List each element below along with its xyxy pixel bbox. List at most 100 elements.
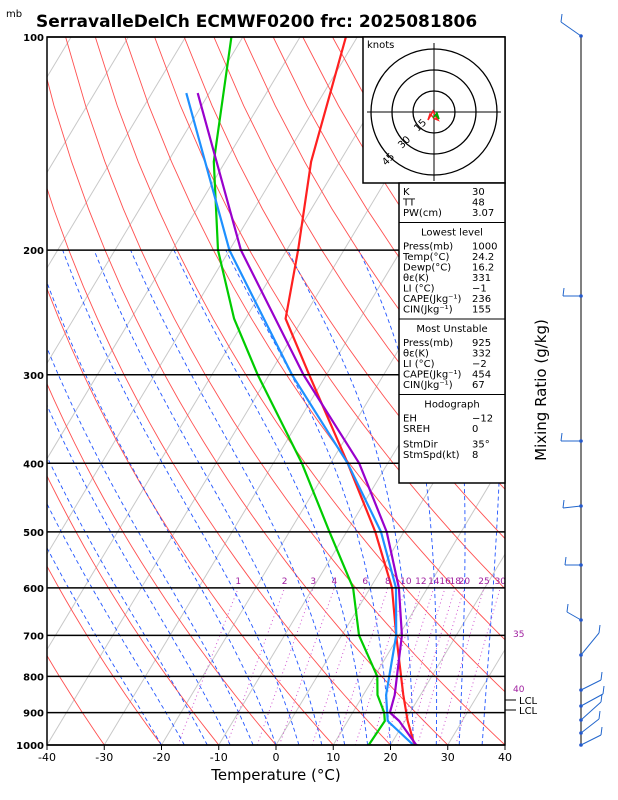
most-unstable-value: 332 [472,349,491,360]
isotherm-label: 35 [513,630,524,640]
index-value: 3.07 [472,208,494,219]
mixing-ratio-label: 8 [385,577,391,587]
hodograph-key: StmSpd(kt) [403,450,460,461]
dry-adiabat [65,37,505,745]
x-axis-label: Temperature (°C) [210,766,340,784]
mixing-ratio-label: 14 [428,577,440,587]
hodograph-value: 8 [472,450,478,461]
wind-barb [580,701,602,721]
wind-barb-flag [598,710,601,720]
y-tick-label: 700 [23,631,44,642]
mixing-ratio-label: 30 [495,577,507,587]
wind-barb [580,734,602,746]
y-tick-label: 900 [23,709,44,720]
most-unstable-key: LI (°C) [403,359,435,370]
dry-adiabat [47,382,277,745]
x-tick-label: -30 [95,751,113,764]
dry-adiabat [124,37,505,641]
indices-panel: K 30 TT 48 PW(cm) 3.07 Lowest level Press(mb) 10… [398,182,506,484]
mixing-ratio-line [177,587,239,745]
mixing-ratio-label: 2 [282,577,288,587]
mixing-ratio-label: 18 [450,577,462,587]
moist-adiabat [225,249,391,745]
x-tick-label: 0 [273,751,280,764]
wind-barb-flag [602,685,605,695]
dry-adiabat [94,37,505,693]
y-tick-label: 500 [23,528,44,539]
wind-barb-flag [600,726,603,736]
most-unstable-value: 925 [472,338,491,349]
most-unstable-key: CIN(Jkg⁻¹) [403,380,453,391]
pressure-unit-label: mb [6,9,22,20]
dry-adiabat [47,565,162,745]
isotherm-line [0,37,14,745]
dry-adiabat [47,654,105,745]
y-tick-label: 300 [23,371,44,382]
dry-adiabat [47,186,391,745]
background-lines [0,37,618,745]
index-key: TT [402,198,416,209]
lowest-level-value: 24.2 [472,252,494,263]
hodograph-trace-mid [432,111,440,120]
isotherm-line [47,37,244,365]
lowest-level-key: θε(K) [403,273,429,284]
hodograph-key: SREH [403,424,430,435]
mixing-ratio-label: 20 [459,577,471,587]
wind-barb-flag [560,13,563,23]
wind-barb-flag [560,432,563,442]
mixing-ratio-line [417,587,465,745]
moist-adiabat [287,249,414,745]
lowest-level-key: Press(mb) [403,242,453,253]
wind-barb [580,632,600,656]
mixing-ratio-line [279,587,335,745]
wind-barb-column [560,13,605,747]
lowest-level-key: LI (°C) [403,284,435,295]
wind-barb [566,611,582,621]
most-unstable-value: −2 [472,359,487,370]
wind-barb [580,718,600,734]
parcel-profile [185,92,415,745]
y-tick-label: 800 [23,672,44,683]
hodograph-value: −12 [472,414,493,425]
lowest-level-key: CAPE(Jkg⁻¹) [403,294,461,305]
dry-adiabat [154,37,505,590]
dry-adiabat [510,37,618,745]
lowest-level-value: 155 [472,305,491,316]
wind-barb [580,679,602,691]
lowest-level-value: 16.2 [472,263,494,274]
mixing-ratio-label: 1 [235,577,241,587]
most-unstable-key: Press(mb) [403,338,453,349]
most-unstable-value: 67 [472,380,485,391]
x-tick-label: -40 [38,751,56,764]
most-unstable-key: θε(K) [403,349,429,360]
hodograph-trace-low [427,109,440,122]
wind-barb-flag [598,624,601,634]
isotherm-label: 40 [513,685,525,695]
mixing-ratio-label: 3 [310,577,316,587]
lowest-level-value: 1000 [472,242,497,253]
index-key: K [403,187,410,198]
x-tick-label: 20 [384,751,398,764]
hodograph-inset: knots 15 30 45 [362,36,506,184]
x-tick-label: -20 [153,751,171,764]
moist-adiabat [173,249,369,745]
isotherm-line [47,37,129,174]
lowest-level-header: Lowest level [421,228,483,239]
most-unstable-key: CAPE(Jkg⁻¹) [403,370,461,381]
most-unstable-value: 454 [472,370,491,381]
lowest-level-key: Dewp(°C) [403,263,451,274]
lowest-level-value: 331 [472,273,491,284]
hodograph-header: Hodograph [424,400,479,411]
lcl-markers: LCL LCL [505,696,538,717]
isotherm-line [390,553,505,745]
hodograph-key: StmDir [403,440,438,451]
y-tick-label: 100 [23,33,44,44]
mixing-ratio-axis-label: Mixing Ratio (g/kg) [532,319,550,461]
wind-barb-flag [566,603,569,613]
wind-barb-flag [600,671,603,681]
isotherm-line [47,37,186,269]
index-value: 48 [472,198,485,209]
chart-title: SerravalleDelCh ECMWF0200 frc: 202508180… [36,12,477,32]
hodograph-key: EH [403,414,417,425]
